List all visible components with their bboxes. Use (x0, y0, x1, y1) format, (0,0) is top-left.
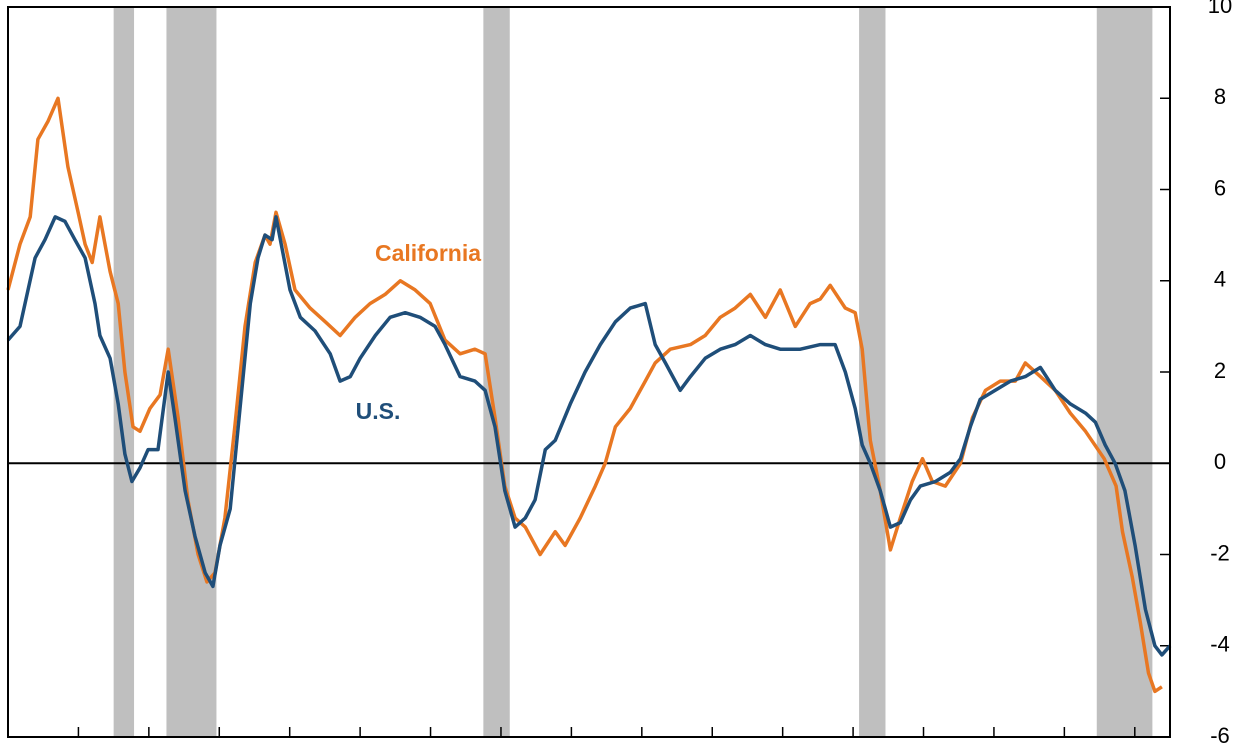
recession-band (166, 7, 217, 737)
y-tick-label: -6 (1210, 723, 1230, 748)
recession-band (1096, 7, 1153, 737)
series-label: U.S. (356, 398, 401, 424)
y-tick-label: 8 (1214, 84, 1226, 109)
series-line (6, 215, 1172, 657)
series-label: California (375, 240, 481, 266)
y-tick-label: -2 (1210, 540, 1230, 565)
y-tick-label: -4 (1210, 632, 1230, 657)
plot-frame (7, 6, 1171, 738)
y-tick-label: 6 (1214, 175, 1226, 200)
y-tick-label: 10 (1208, 0, 1232, 18)
y-tick-label: 2 (1214, 358, 1226, 383)
y-tick-label: 0 (1214, 449, 1226, 474)
y-tick-label: 4 (1214, 267, 1226, 292)
